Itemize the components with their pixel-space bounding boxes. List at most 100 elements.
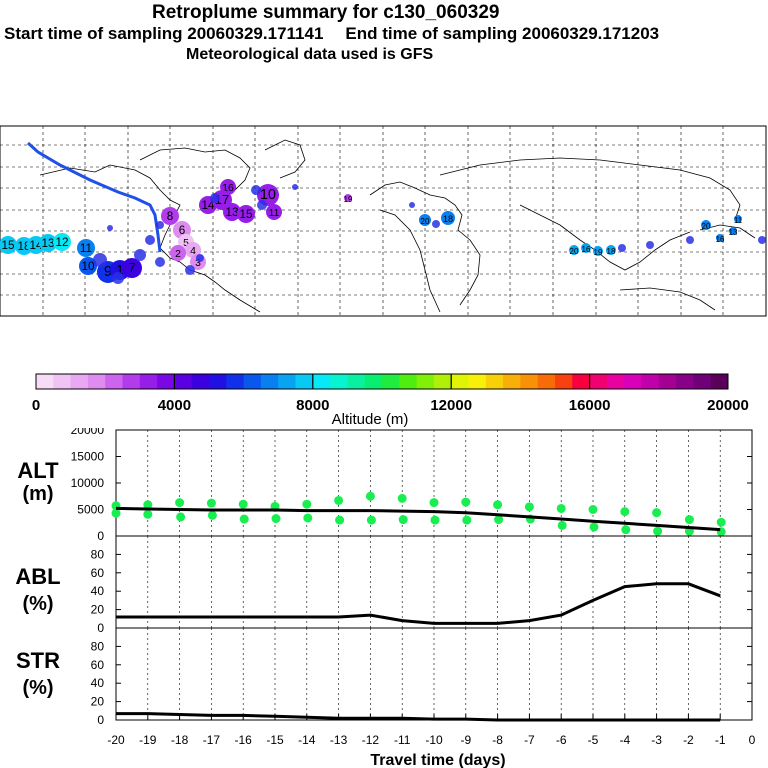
plume-marker-dot [161,207,179,225]
panel-name: ABL [15,564,60,589]
x-axis: -20 -19 -18 -17 -16 -15 -14 -13 -12 -11 -10 -9 -8 -7-… [107,714,756,768]
plume-marker: 11 [266,204,282,220]
y-tick-label: 20 [91,695,105,709]
plume-marker-label: 11 [269,208,280,219]
colorbar-label: Altitude (m) [332,411,409,428]
plume-spread-dot [196,254,204,262]
colorbar-swatch [433,374,452,389]
plume-marker: 8 [161,207,179,225]
alt-scatter-point [524,502,534,512]
plume-marker-label: 5 [183,238,189,249]
y-tick-label: 0 [97,713,104,727]
plume-marker-dot [39,234,57,252]
colorbar-swatch [243,374,262,389]
colorbar-swatch [70,374,89,389]
colorbar-swatches [36,374,729,389]
plume-spread-dot [686,236,694,244]
colorbar-swatch [139,374,158,389]
x-tick-label: -15 [266,733,284,747]
alt-scatter-point [302,499,312,509]
plume-marker: 19 [593,246,603,257]
map-gridlines [0,126,766,316]
colorbar-swatch [693,374,712,389]
colorbar-tick-label: 0 [32,397,40,414]
alt-scatter-point [398,515,408,525]
colorbar-swatch [589,374,608,389]
x-tick-label: -12 [362,733,380,747]
y-tick-label: 60 [91,566,105,580]
plume-spread-dot [251,185,261,195]
alt-scatter-point [303,513,313,523]
y-tick-label: 0 [97,529,104,543]
plume-marker-label: 10 [81,260,95,273]
plume-marker-dot [729,227,737,235]
plume-marker-label: 4 [190,246,196,257]
alt-scatter-point [366,515,376,525]
colorbar-swatch [209,374,227,389]
y-tick-label: 40 [91,676,105,690]
colorbar-swatch [105,374,123,389]
alt-scatter-point [684,515,694,525]
colorbar-swatch [382,374,400,389]
x-tick-label: -16 [235,733,253,747]
plume-marker-label: 18 [443,214,453,224]
alt-scatter-point [621,525,631,535]
colorbar-swatch [572,374,591,389]
colorbar-swatch [191,374,210,389]
x-tick-label: -10 [425,733,443,747]
plume-marker-label: 1 [116,262,123,277]
alt-scatter-point [176,512,186,522]
end-time: End time of sampling 20060329.171203 [345,24,660,43]
y-tick-label: 15000 [71,450,105,464]
colorbar-swatch [606,374,625,389]
x-tick-label: -14 [298,733,316,747]
plume-spread-dot [107,225,113,231]
sampling-times: Start time of sampling 20060329.171141 En… [4,24,768,44]
x-tick-label: -13 [330,733,348,747]
plume-marker: 20 [569,245,579,256]
plume-marker-label: 9 [104,264,112,280]
panel-unit: (%) [22,593,53,615]
plume-marker-dot [593,246,603,256]
series-line [115,506,721,532]
colorbar-swatch [555,374,573,389]
x-tick-label: -6 [556,733,567,747]
alt-scatter-point [652,508,662,518]
alt-scatter-point [556,503,566,513]
plume-marker-label: 7 [128,260,135,275]
alt-scatter-point [143,509,153,519]
colorbar-swatch [174,374,193,389]
y-tick-label: 10000 [71,476,105,490]
plume-marker: 13 [39,234,57,252]
colorbar-tick-label: 20000 [707,397,749,414]
plume-marker-label: 20 [421,217,430,226]
plume-marker: 11 [77,239,95,257]
x-tick-label: -11 [394,733,411,747]
plume-marker: 15 [237,205,255,223]
alt-scatter-point [239,514,249,524]
plume-marker-label: 12 [55,236,68,249]
colorbar-swatch [226,374,245,389]
colorbar-swatch [330,374,348,389]
plume-marker: 20 [419,214,431,226]
x-tick-label: -3 [651,733,662,747]
panel-unit: (m) [22,483,53,505]
plume-marker: 20 [701,220,711,231]
plume-spread-dot [409,202,415,208]
y-tick-label: 40 [91,584,105,598]
plume-spread-dot [432,220,440,228]
x-tick-label: -2 [683,733,694,747]
colorbar-swatch [485,374,504,389]
plume-marker-dot [581,243,591,253]
plume-marker-label: 10 [260,187,276,203]
alt-scatter-point [430,515,440,525]
plume-marker-dot [170,245,186,261]
plume-spread-dot [292,184,298,190]
colorbar-swatch [676,374,694,389]
plume-marker-label: 20 [702,222,711,231]
alt-scatter-point [335,515,345,525]
x-tick-label: 0 [749,733,756,747]
alt-scatter-point [397,493,407,503]
plume-marker-label: 13 [41,237,54,250]
